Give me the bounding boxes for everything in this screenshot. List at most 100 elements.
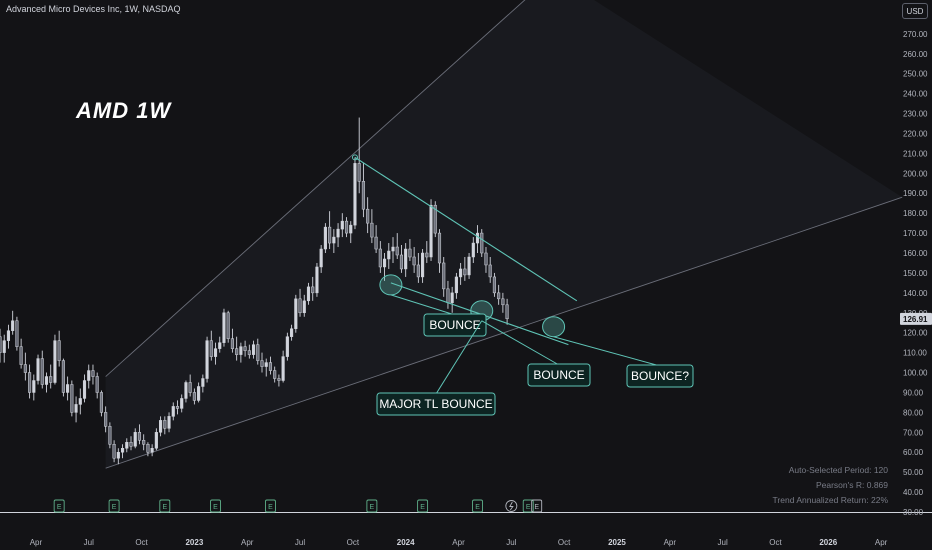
candle [78,388,82,415]
candle [230,328,234,353]
channel-lower-line [105,196,903,469]
candle-body-down [298,298,302,314]
candle [28,364,32,399]
svg-text:E: E [268,504,273,511]
candle-body-down [70,384,74,413]
candle [399,245,404,273]
earnings-event-icon: E [159,499,171,513]
candle-body-down [378,248,382,268]
candle-body-up [184,382,188,399]
candle-body-up [66,384,70,393]
candle-body-up [319,248,323,268]
candle [256,338,260,365]
price-tick-label: 80.00 [903,408,924,417]
symbol-title: Advanced Micro Devices Inc, 1W, NASDAQ [6,4,181,14]
callout-box [423,313,487,337]
candle-body-down [395,246,399,256]
candle [260,352,264,373]
svg-text:E: E [112,504,117,511]
candle [336,223,340,248]
callout-pointer [435,320,483,395]
candle-body-down [256,344,260,361]
candle [298,288,302,317]
candle [129,436,133,451]
candle-body-up [475,232,480,244]
candle [142,434,146,451]
time-axis[interactable]: Apr Jul Oct 2023 Apr Jul Oct 2024 Apr Jul Oct 2025 A… [30,538,888,547]
candle [95,372,99,399]
candle-body-up [340,220,344,230]
candle-body-down [40,358,44,385]
candle [437,229,442,273]
candle-body-down [57,340,61,361]
candle [112,440,116,463]
split-event-icon [505,500,518,512]
candle [370,209,374,244]
time-tick-label: 2025 [608,538,626,547]
price-tick-label: 250.00 [903,70,928,79]
candle [154,428,158,451]
candle-body-up [382,258,387,268]
candle [374,225,378,254]
earnings-event-icon: E [265,499,276,513]
candle-body-up [78,398,82,405]
candle-body-down [416,264,420,278]
candle [40,350,44,389]
candle [192,388,196,405]
candle [319,245,323,273]
candle [361,163,365,218]
candle-body-down [0,336,2,353]
candle-body-up [450,292,454,304]
candle-body-down [137,432,142,441]
candle-body-down [95,376,99,393]
price-tick-label: 210.00 [903,149,928,158]
candle [366,197,370,234]
candle [395,233,399,259]
candle [74,396,78,423]
candle [0,328,2,363]
candle-body-down [425,252,429,258]
candle [159,416,163,437]
price-tick-label: 260.00 [903,50,928,59]
candle [218,336,222,353]
candle [471,237,475,263]
candle [243,340,247,357]
price-axis[interactable]: 30.00 40.00 50.00 60.00 70.00 80.00 90.00 100.0… [900,30,932,517]
candle [353,157,357,230]
candle-body-down [192,392,196,401]
candle-body-down [49,376,53,383]
candle [11,310,15,335]
candle-body-up [281,356,285,381]
channel-fill [105,0,903,469]
candle [421,249,425,283]
candle-body-up [2,340,6,353]
callout-label: MAJOR TL BOUNCE [376,320,496,416]
candle [66,376,70,401]
candle-body-up [180,398,184,409]
candle [226,310,230,343]
candle-body-up [302,300,306,314]
candle [294,294,298,333]
candle-body-up [239,346,243,355]
candle-body-down [505,304,509,320]
currency-button[interactable]: USD [902,3,928,19]
candle-body-down [273,370,277,379]
svg-text:E: E [370,504,375,511]
price-tick-label: 220.00 [903,129,928,138]
candle [306,282,311,305]
candle [332,229,336,254]
candle [19,338,23,369]
candle-body-up [116,451,120,459]
candle-body-down [235,348,239,355]
annotations-layer: BOUNCE MAJOR TL BOUNCE BOUNCE BOUNCE? [376,274,694,416]
candle [315,262,319,297]
candle [433,201,437,238]
price-tick-label: 150.00 [903,269,928,278]
candle [251,340,256,359]
earnings-event-icon: E [531,499,543,513]
candle [425,241,429,263]
candle-body-down [366,208,370,224]
candle [429,199,433,261]
